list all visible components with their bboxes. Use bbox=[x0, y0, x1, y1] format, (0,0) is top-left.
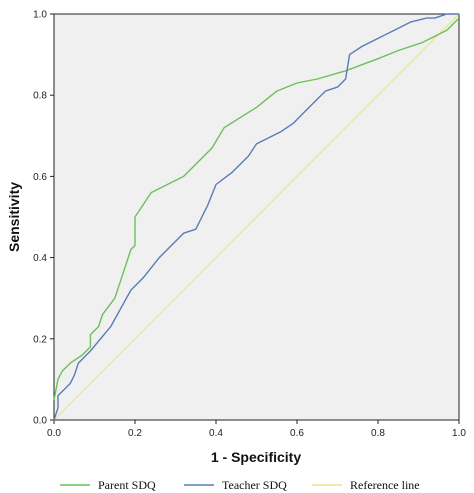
y-axis-title: Sensitivity bbox=[6, 182, 22, 252]
y-tick-label: 0.6 bbox=[33, 172, 47, 183]
parent-sdq-line bbox=[53, 17, 460, 400]
tick-layer: 0.0 0.2 0.4 0.6 0.8 1.0 0.0 0.2 0.4 0.6 0.8 1.0 bbox=[33, 10, 466, 440]
y-tick-label: 0.2 bbox=[33, 334, 47, 345]
legend-label-parent-sdq: Parent SDQ bbox=[98, 478, 156, 492]
legend-label-teacher-sdq: Teacher SDQ bbox=[222, 478, 287, 492]
x-tick-label: 0.2 bbox=[128, 428, 142, 439]
teacher-sdq-line bbox=[53, 13, 459, 421]
x-tick-label: 0.8 bbox=[371, 428, 385, 439]
y-tick-label: 0.8 bbox=[33, 91, 47, 102]
y-tick-label: 0.4 bbox=[33, 253, 47, 264]
series-layer bbox=[53, 13, 460, 421]
legend: Parent SDQ Teacher SDQ Reference line bbox=[60, 478, 420, 492]
legend-label-reference-line: Reference line bbox=[350, 478, 420, 492]
y-tick-label: 0.0 bbox=[33, 416, 47, 427]
y-tick-label: 1.0 bbox=[33, 10, 47, 21]
x-tick-label: 1.0 bbox=[452, 428, 466, 439]
x-tick-label: 0.4 bbox=[209, 428, 223, 439]
x-axis-title: 1 - Specificity bbox=[211, 449, 301, 465]
x-tick-label: 0.6 bbox=[290, 428, 304, 439]
reference-line-line bbox=[53, 13, 460, 421]
x-tick-label: 0.0 bbox=[47, 428, 61, 439]
